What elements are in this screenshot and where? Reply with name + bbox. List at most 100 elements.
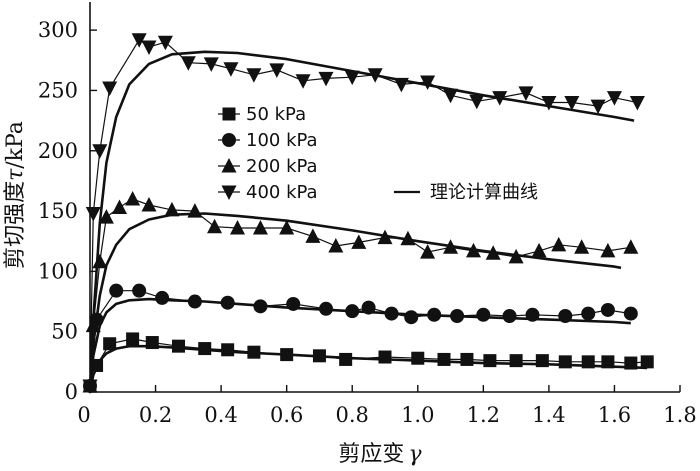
x-tick-label-1: 0.2 (139, 403, 172, 427)
data-point-200kpa-8 (187, 203, 203, 218)
data-point-400kpa-14 (344, 70, 360, 86)
data-point-50kpa-8 (247, 345, 261, 359)
data-point-50kpa-3 (126, 332, 140, 346)
axes: 0 0.2 0.4 0.6 0.8 1.0 1.2 1.4 1.6 1.8 0 50 100 150 200… (38, 2, 697, 427)
data-point-200kpa-2 (92, 253, 108, 269)
data-point-50kpa-7 (221, 343, 235, 357)
data-point-100kpa-5 (187, 294, 202, 309)
data-point-200kpa-5 (125, 191, 141, 206)
series-line-100kpa (89, 290, 631, 387)
data-point-200kpa-27 (623, 239, 639, 254)
data-point-50kpa-20 (581, 355, 595, 369)
data-point-200kpa-17 (400, 230, 416, 246)
theory-curve-400kpa (88, 50, 635, 393)
data-point-50kpa-11 (339, 352, 353, 366)
data-point-400kpa-5 (141, 40, 157, 56)
data-point-200kpa-18 (420, 244, 436, 259)
data-point-100kpa-8 (286, 296, 301, 311)
series-100kpa (83, 283, 638, 393)
data-point-100kpa-9 (319, 301, 333, 316)
data-point-50kpa-19 (558, 355, 572, 369)
data-point-400kpa-6 (157, 35, 173, 51)
data-point-100kpa-15 (450, 309, 465, 324)
data-point-400kpa-8 (203, 57, 219, 72)
data-point-400kpa-12 (295, 74, 311, 89)
data-point-200kpa-24 (551, 236, 567, 252)
x-tick-label-2: 0.4 (204, 403, 237, 427)
data-point-100kpa-14 (427, 307, 442, 322)
theory-curve-200kpa (88, 212, 622, 393)
data-point-400kpa-1 (85, 206, 101, 222)
data-point-50kpa-17 (509, 354, 523, 368)
data-point-400kpa-4 (131, 33, 147, 48)
series-400kpa (82, 33, 645, 394)
data-point-400kpa-18 (443, 88, 459, 104)
data-point-400kpa-9 (223, 62, 239, 77)
data-point-400kpa-7 (180, 56, 196, 71)
x-tick-label-6: 1.2 (467, 403, 500, 427)
legend-marker-50kpa (222, 107, 236, 121)
data-point-200kpa-3 (98, 209, 114, 224)
data-point-50kpa-18 (535, 354, 549, 368)
series-200kpa (82, 191, 639, 393)
legend-label-theory: 理论计算曲线 (430, 182, 538, 203)
data-point-400kpa-15 (367, 68, 383, 83)
y-tick-label-2: 100 (38, 259, 78, 283)
legend-label-50kpa: 50 kPa (246, 104, 306, 125)
y-tick-label-5: 250 (38, 78, 78, 102)
legend: 50 kPa 100 kPa 200 kPa 400 kPa 理论计算曲线 (218, 104, 538, 203)
legend-marker-100kpa (222, 133, 236, 147)
data-point-200kpa-9 (207, 218, 223, 234)
data-point-100kpa-3 (132, 283, 147, 298)
data-point-400kpa-2 (92, 144, 108, 159)
data-point-400kpa-23 (564, 96, 580, 111)
data-point-400kpa-13 (318, 71, 334, 87)
series-line-200kpa (89, 198, 631, 387)
data-point-100kpa-16 (476, 307, 491, 322)
data-point-400kpa-26 (629, 96, 645, 111)
data-point-200kpa-20 (466, 242, 481, 258)
data-point-50kpa-1 (90, 358, 104, 372)
data-point-400kpa-19 (469, 94, 485, 110)
series-50kpa (83, 332, 654, 393)
data-point-50kpa-6 (198, 342, 212, 356)
theory-curve-50kpa (88, 344, 648, 393)
data-point-50kpa-15 (460, 352, 474, 366)
data-point-400kpa-25 (606, 91, 622, 106)
data-point-100kpa-2 (109, 283, 124, 298)
data-point-200kpa-26 (600, 242, 616, 258)
data-point-400kpa-20 (492, 91, 508, 106)
data-point-200kpa-6 (141, 197, 157, 212)
x-tick-label-0: 0 (77, 403, 90, 427)
x-tick-label-8: 1.6 (598, 403, 631, 427)
data-point-200kpa-10 (230, 219, 245, 235)
data-point-50kpa-10 (312, 349, 326, 363)
x-tick-label-5: 1.0 (401, 403, 434, 427)
y-axis-label-prefix: 剪切强度 (3, 181, 28, 269)
data-point-400kpa-21 (518, 86, 534, 101)
data-point-50kpa-2 (103, 337, 117, 351)
data-point-50kpa-12 (378, 350, 392, 364)
data-point-400kpa-3 (102, 81, 118, 97)
legend-marker-400kpa (221, 185, 237, 200)
y-tick-label-4: 200 (38, 139, 78, 163)
y-axis-label-symbol: τ (3, 168, 28, 181)
data-point-200kpa-15 (351, 234, 367, 249)
data-point-200kpa-12 (279, 219, 295, 235)
data-point-400kpa-17 (420, 75, 436, 90)
data-point-100kpa-12 (384, 306, 399, 321)
data-point-50kpa-21 (601, 355, 615, 369)
data-point-100kpa-13 (404, 310, 419, 325)
data-point-200kpa-23 (531, 242, 547, 258)
x-axis-label-symbol: γ (408, 442, 422, 467)
data-point-100kpa-11 (361, 300, 376, 315)
data-point-200kpa-11 (252, 219, 268, 235)
data-point-200kpa-25 (574, 239, 590, 254)
legend-label-200kpa: 200 kPa (246, 156, 318, 177)
x-axis-label: 剪应变 γ (338, 442, 422, 467)
y-tick-label-3: 150 (38, 199, 78, 223)
data-point-50kpa-23 (640, 355, 654, 369)
y-tick-label-1: 50 (51, 320, 78, 344)
data-point-50kpa-9 (280, 348, 294, 362)
y-axis-label-unit: /kPa (3, 121, 28, 169)
